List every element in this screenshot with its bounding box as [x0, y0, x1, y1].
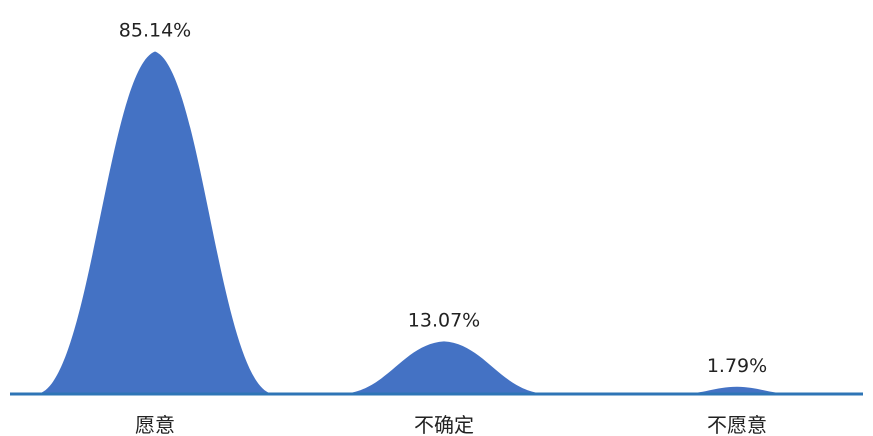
category-label-1: 愿意 — [135, 413, 175, 436]
data-label-3: 1.79% — [707, 355, 767, 377]
peak-1 — [37, 51, 273, 394]
peak-3 — [679, 386, 795, 394]
data-label-2: 13.07% — [408, 309, 480, 331]
data-labels-group: 85.14% 13.07% 1.79% — [119, 20, 767, 377]
peaks-group — [37, 51, 795, 394]
category-label-2: 不确定 — [414, 413, 474, 436]
peak-2 — [340, 341, 548, 394]
category-labels-group: 愿意 不确定 不愿意 — [135, 413, 767, 436]
data-label-1: 85.14% — [119, 20, 191, 42]
category-label-3: 不愿意 — [707, 413, 767, 436]
